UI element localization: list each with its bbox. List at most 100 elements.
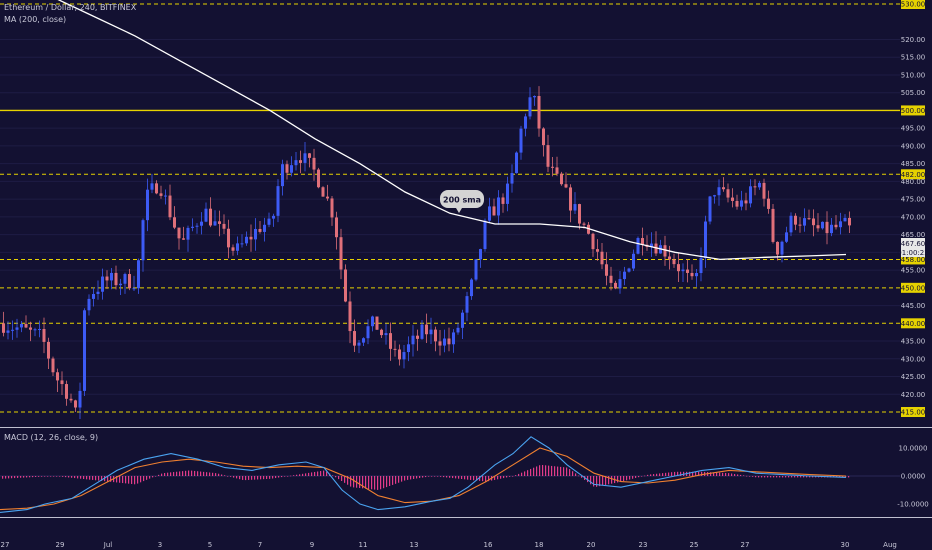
- candle-up[interactable]: [479, 249, 482, 260]
- candle-up[interactable]: [38, 329, 41, 331]
- candle-down[interactable]: [416, 335, 419, 339]
- candle-up[interactable]: [452, 332, 455, 345]
- candle-up[interactable]: [186, 227, 190, 240]
- candle-down[interactable]: [2, 323, 5, 333]
- candle-up[interactable]: [510, 173, 514, 184]
- candle-up[interactable]: [407, 344, 410, 353]
- candle-up[interactable]: [465, 296, 469, 313]
- candle-down[interactable]: [668, 256, 671, 260]
- candle-down[interactable]: [339, 237, 343, 270]
- candle-up[interactable]: [506, 183, 509, 204]
- candle-up[interactable]: [528, 97, 532, 117]
- candle-up[interactable]: [740, 200, 743, 207]
- candle-down[interactable]: [654, 243, 658, 254]
- candle-down[interactable]: [258, 228, 262, 232]
- candle-up[interactable]: [11, 329, 14, 331]
- candle-down[interactable]: [29, 327, 32, 330]
- candle-down[interactable]: [672, 259, 676, 265]
- candle-up[interactable]: [384, 333, 388, 336]
- candle-up[interactable]: [366, 326, 370, 339]
- candle-down[interactable]: [321, 187, 325, 197]
- y-axis[interactable]: 530.00 520.00 515.00 510.00 505.00 500.00 495.…: [901, 0, 926, 417]
- candle-down[interactable]: [114, 272, 118, 286]
- candle-up[interactable]: [785, 232, 788, 242]
- candle-down[interactable]: [731, 197, 734, 201]
- candle-down[interactable]: [222, 223, 226, 229]
- candle-down[interactable]: [105, 276, 109, 281]
- candle-up[interactable]: [443, 338, 446, 346]
- candle-down[interactable]: [600, 251, 604, 265]
- candle-up[interactable]: [357, 342, 361, 346]
- candle-down[interactable]: [609, 275, 613, 283]
- candle-down[interactable]: [492, 206, 496, 216]
- candle-down[interactable]: [848, 217, 851, 226]
- candle-up[interactable]: [132, 288, 136, 290]
- candle-up[interactable]: [803, 218, 806, 226]
- candle-down[interactable]: [177, 227, 181, 239]
- candle-up[interactable]: [780, 241, 784, 255]
- candle-up[interactable]: [204, 208, 208, 222]
- candle-down[interactable]: [218, 221, 221, 224]
- candle-up[interactable]: [362, 338, 365, 343]
- candle-down[interactable]: [812, 218, 815, 226]
- candle-up[interactable]: [681, 269, 685, 272]
- candle-down[interactable]: [173, 217, 176, 228]
- candle-down[interactable]: [344, 269, 347, 302]
- candle-down[interactable]: [582, 223, 586, 225]
- candle-down[interactable]: [690, 272, 694, 277]
- candle-down[interactable]: [537, 96, 541, 129]
- candle-down[interactable]: [299, 160, 302, 163]
- candle-down[interactable]: [434, 329, 437, 342]
- candle-up[interactable]: [470, 279, 473, 297]
- candle-down[interactable]: [726, 189, 730, 198]
- candle-down[interactable]: [326, 196, 329, 199]
- candle-down[interactable]: [753, 186, 757, 188]
- candle-down[interactable]: [825, 221, 829, 234]
- candle-down[interactable]: [501, 197, 505, 204]
- candle-up[interactable]: [303, 153, 307, 163]
- candle-up[interactable]: [276, 186, 280, 216]
- candle-up[interactable]: [749, 186, 752, 204]
- candle-down[interactable]: [182, 238, 185, 240]
- candle-down[interactable]: [155, 183, 158, 194]
- candle-down[interactable]: [546, 145, 550, 167]
- candle-down[interactable]: [794, 215, 797, 225]
- candle-up[interactable]: [78, 390, 82, 408]
- candle-up[interactable]: [200, 221, 203, 226]
- candle-down[interactable]: [744, 200, 748, 204]
- candle-down[interactable]: [542, 128, 545, 146]
- candle-down[interactable]: [686, 269, 689, 273]
- candle-up[interactable]: [524, 116, 527, 129]
- macd-y-axis[interactable]: 10.0000 0.0000 -10.0000: [897, 445, 928, 509]
- candle-up[interactable]: [843, 217, 847, 222]
- candle-up[interactable]: [789, 215, 793, 233]
- candle-up[interactable]: [92, 294, 95, 299]
- candle-up[interactable]: [119, 283, 122, 286]
- candle-up[interactable]: [87, 298, 91, 311]
- candle-down[interactable]: [47, 341, 50, 359]
- candle-down[interactable]: [285, 164, 289, 173]
- candle-down[interactable]: [555, 167, 559, 174]
- candle-down[interactable]: [398, 349, 401, 360]
- candle-up[interactable]: [96, 291, 100, 295]
- candle-up[interactable]: [33, 329, 37, 331]
- candle-down[interactable]: [65, 384, 68, 399]
- candle-down[interactable]: [447, 338, 451, 345]
- candle-down[interactable]: [767, 198, 770, 209]
- candle-up[interactable]: [240, 243, 244, 245]
- candle-down[interactable]: [663, 245, 667, 257]
- candle-up[interactable]: [488, 206, 491, 221]
- candle-down[interactable]: [551, 166, 554, 168]
- candle-down[interactable]: [227, 228, 230, 248]
- candle-up[interactable]: [839, 221, 842, 228]
- candle-down[interactable]: [614, 282, 617, 289]
- candle-up[interactable]: [636, 238, 640, 254]
- candle-up[interactable]: [695, 273, 698, 277]
- candle-up[interactable]: [474, 259, 478, 280]
- candle-up[interactable]: [245, 236, 248, 244]
- candle-down[interactable]: [60, 380, 64, 385]
- candle-up[interactable]: [141, 220, 145, 261]
- candle-up[interactable]: [708, 196, 712, 222]
- candle-up[interactable]: [573, 204, 577, 211]
